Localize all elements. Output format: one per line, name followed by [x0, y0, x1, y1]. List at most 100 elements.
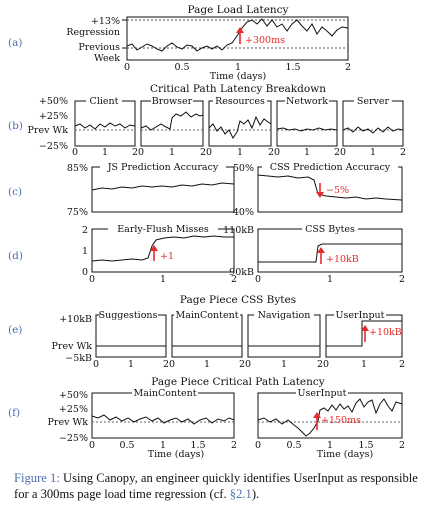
- axes-f-maincontent: [91, 392, 235, 439]
- xlabel-f-left: Time (days): [148, 449, 204, 460]
- title-bg-e-maincontent: [174, 311, 240, 320]
- xtick-b-client-0: 0: [72, 147, 78, 158]
- annotation-arrowhead-a: [236, 27, 244, 33]
- xtick-b-resources-1: 1: [237, 147, 243, 158]
- axes-b-resources: [208, 100, 272, 147]
- series-line-b-client: [74, 122, 136, 130]
- series-line-f-maincontent: [91, 414, 235, 425]
- subplot-title-e-maincontent: MainContent: [175, 310, 238, 321]
- axes-e-navigation: [247, 314, 321, 358]
- xtick-b-client-1: 1: [102, 147, 108, 158]
- xtick-b-resources-2: 2: [268, 147, 274, 158]
- series-line-b-server: [342, 126, 404, 134]
- subplot-title-d-misses: Early-Flush Misses: [117, 224, 209, 235]
- xtick-b-resources-0: 0: [206, 147, 212, 158]
- subplot-title-e-navigation: Navigation: [258, 310, 311, 321]
- series-line-e-userinput: [326, 320, 402, 347]
- xtick-d-cssbytes-0: 0: [255, 274, 261, 285]
- xtick-e-userinput-0: 0: [323, 359, 329, 370]
- label-d: (d): [8, 250, 23, 262]
- ytick-b-2: Prev Wk: [28, 125, 69, 136]
- subplot-b-resources: Resources 0 1 2: [206, 96, 274, 158]
- subplot-title-b-resources: Resources: [215, 96, 265, 107]
- xtick-d-misses-1: 1: [160, 274, 166, 285]
- ytick-c-css-1: 40%: [233, 207, 254, 218]
- panel-c: (c) 85% 75% JS Prediction Accuracy 50% 4…: [8, 162, 403, 218]
- title-bg-b-network: [285, 97, 329, 106]
- xtick-a-2: 1: [235, 62, 241, 73]
- title-bg-b-client: [86, 97, 122, 106]
- ytick-a-3: Week: [94, 53, 120, 64]
- ytick-d-cssbytes-0: 110kB: [223, 225, 254, 236]
- subplot-e-userinput: UserInput +10kB 0 1 2: [323, 310, 405, 370]
- xtick-e-maincontent-0: 0: [169, 359, 175, 370]
- axes-c-js: [91, 166, 235, 213]
- title-bg-e-suggestions: [100, 311, 158, 320]
- xtick-f-maincontent-0: 0: [89, 440, 95, 451]
- label-f: (f): [8, 407, 20, 419]
- subplot-title-f-userinput: UserInput: [298, 388, 347, 399]
- title-b: Critical Path Latency Breakdown: [150, 83, 326, 95]
- xtick-b-browser-1: 1: [169, 147, 175, 158]
- annotation-arrowhead-d-cssbytes: [317, 247, 325, 253]
- ytick-a-0: +13%: [91, 16, 120, 27]
- xtick-d-cssbytes-2: 2: [399, 274, 405, 285]
- xtick-e-userinput-2: 2: [399, 359, 405, 370]
- label-c: (c): [8, 186, 22, 198]
- annotation-e-userinput: +10kB: [369, 327, 402, 338]
- panel-e: (e) Page Piece CSS Bytes +10kB Prev Wk −…: [8, 294, 405, 370]
- xtick-b-client-2: 2: [132, 147, 138, 158]
- subplot-b-client: Client 0 1 2: [72, 96, 138, 158]
- axes-b-server: [342, 100, 404, 147]
- xtick-e-suggestions-2: 2: [163, 359, 169, 370]
- ytick-e-2: −5kB: [65, 353, 92, 364]
- subplot-f-userinput: UserInput +150ms 0 0.5 1 1.5 2: [255, 388, 405, 451]
- xtick-b-server-1: 1: [370, 147, 376, 158]
- annotation-c-css: −5%: [326, 185, 349, 196]
- subplot-e-navigation: Navigation 0 1 2: [245, 310, 323, 370]
- xtick-a-4: 2: [345, 62, 351, 73]
- xtick-d-misses-2: 2: [231, 274, 237, 285]
- panel-f: (f) Page Piece Critical Path Latency +50…: [8, 376, 405, 460]
- series-line-c-js: [91, 182, 235, 191]
- series-line-d-misses: [91, 235, 234, 262]
- subplot-c-css: 50% 40% CSS Prediction Accuracy −5%: [233, 162, 403, 218]
- axes-b-client: [74, 100, 136, 147]
- ytick-b-3: −25%: [39, 141, 68, 152]
- series-line-f-userinput: [257, 398, 403, 437]
- xtick-d-misses-0: 0: [89, 274, 95, 285]
- ytick-a-2: Previous: [78, 42, 120, 53]
- xtick-f-userinput-3: 1.5: [358, 440, 373, 451]
- annotation-arrowhead-e-userinput: [361, 325, 369, 331]
- xtick-f-maincontent-1: 0.5: [119, 440, 134, 451]
- axes-d-cssbytes: [257, 228, 403, 273]
- subplot-c-js: 85% 75% JS Prediction Accuracy: [67, 162, 235, 218]
- subplot-b-server: Server 0 1 2: [340, 96, 406, 158]
- ytick-d-misses-1: 1: [82, 246, 88, 257]
- ytick-c-js-1: 75%: [67, 207, 88, 218]
- title-bg-f-maincontent: [132, 389, 198, 398]
- title-bg-b-browser: [151, 97, 193, 106]
- axes-e-suggestions: [95, 314, 167, 358]
- axes-b-browser: [140, 100, 204, 147]
- label-e: (e): [8, 324, 22, 336]
- xtick-b-network-0: 0: [274, 147, 280, 158]
- subplot-title-f-maincontent: MainContent: [133, 388, 196, 399]
- axes-e-maincontent: [171, 314, 243, 358]
- caption-section-link[interactable]: §2.1: [229, 487, 252, 501]
- xtick-f-maincontent-4: 2: [231, 440, 237, 451]
- subplot-b-network: Network 0 1 2: [274, 96, 340, 158]
- annotation-d-misses: +1: [160, 251, 174, 262]
- ytick-e-0: +10kB: [59, 314, 92, 325]
- title-a: Page Load Latency: [188, 4, 289, 16]
- xtick-a-1: 0.5: [174, 62, 189, 73]
- subplot-title-b-server: Server: [357, 96, 390, 107]
- xlabel-f-right: Time (days): [317, 449, 373, 460]
- series-line-d-cssbytes: [258, 243, 402, 263]
- series-line-b-resources: [208, 115, 272, 139]
- xtick-e-navigation-2: 2: [317, 359, 323, 370]
- xtick-f-userinput-0: 0: [255, 440, 261, 451]
- title-f: Page Piece Critical Path Latency: [151, 376, 325, 388]
- title-bg-d-cssbytes: [302, 225, 358, 234]
